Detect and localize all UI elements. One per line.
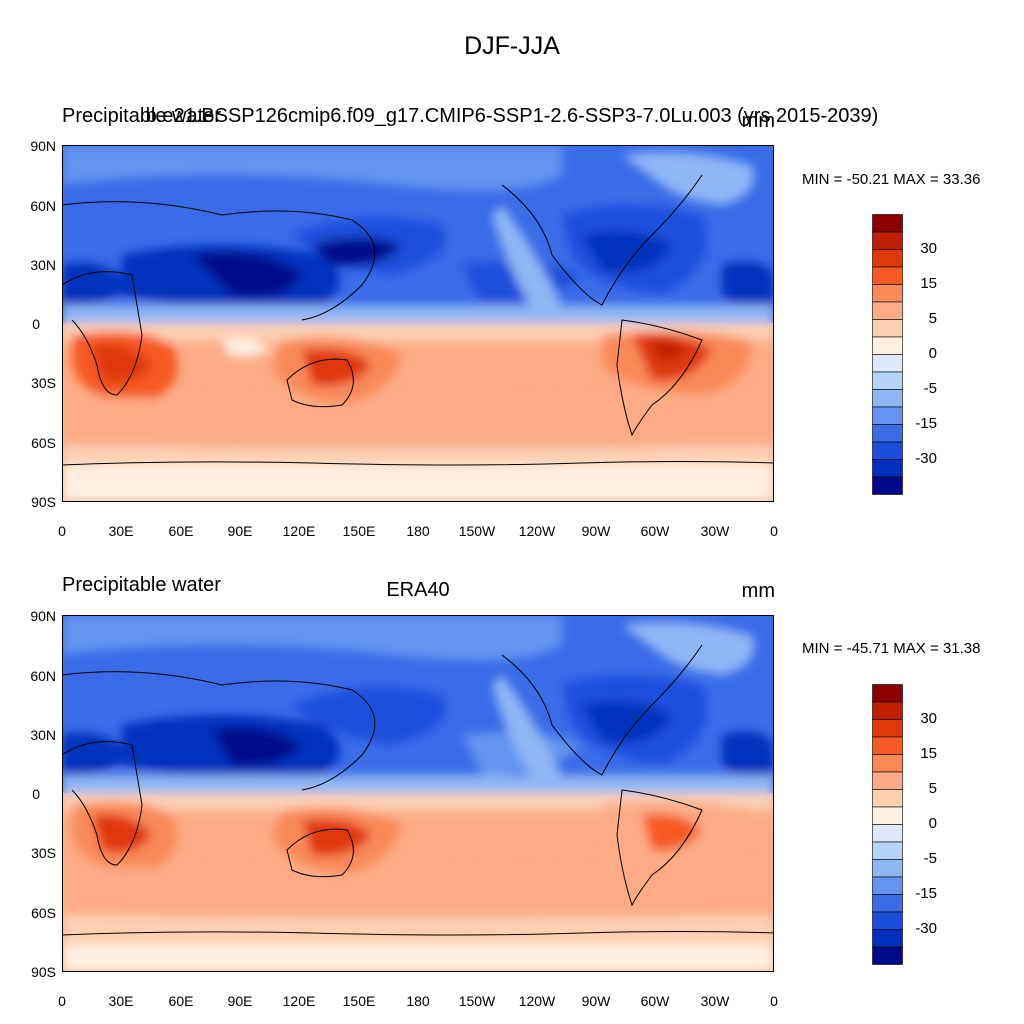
panel-1-colorbar-label: 5	[928, 310, 937, 327]
panel-2-lat-label: 60S	[31, 905, 56, 921]
panel-1-colorbar-label: 30	[920, 240, 937, 257]
panel-2-lon-label: 60W	[640, 993, 670, 1009]
panel-2-lat-label: 0	[32, 786, 40, 802]
panel-1-lat-label: 60S	[31, 435, 56, 451]
panel-1-lat-label: 30S	[31, 375, 56, 391]
panel-1-lon-label: 180	[406, 523, 430, 539]
coastline-eurasia	[62, 201, 376, 321]
coastline-africa	[62, 741, 143, 866]
panel-2-lon-label: 120E	[282, 993, 316, 1009]
coastline-antarctica	[62, 931, 774, 936]
panel-2-colorbar-label: 0	[928, 815, 937, 832]
panel-1-frame	[62, 145, 774, 502]
colorbar-swatch	[872, 476, 903, 495]
panel-2-lon-label: 90E	[227, 993, 253, 1009]
colorbar-swatch	[872, 946, 903, 965]
coastline-north-america	[501, 644, 703, 776]
coastline-australia	[286, 358, 354, 408]
coastline-north-america	[501, 174, 703, 306]
panel-2-case-label: ERA40	[386, 579, 450, 601]
panel-1-units-label: mm	[741, 110, 775, 132]
panel-1-lon-label: 150W	[458, 523, 496, 539]
panel-2-lat-label: 90S	[31, 964, 56, 980]
panel-2-lon-label: 30E	[108, 993, 134, 1009]
panel-2-units-label: mm	[741, 580, 775, 602]
panel-1-colorbar-label: -5	[923, 380, 937, 397]
panel-2-lon-label: 90W	[581, 993, 611, 1009]
panel-1-lon-label: 30E	[108, 523, 134, 539]
panel-2-lon-label: 120W	[518, 993, 556, 1009]
panel-2-lat-label: 30S	[31, 845, 56, 861]
panel-2-variable-label: Precipitable water	[62, 574, 221, 596]
panel-1-lon-label: 120E	[282, 523, 316, 539]
coastline-south-america	[616, 789, 703, 907]
panel-2-lat-label: 30N	[30, 727, 56, 743]
panel-1-colorbar	[872, 214, 903, 500]
panel-1-map	[62, 145, 774, 502]
panel-2-lon-label: 150W	[458, 993, 496, 1009]
panel-1-colorbar-label: -15	[915, 415, 937, 432]
panel-1-colorbar-label: 0	[928, 345, 937, 362]
panel-1-lat-label: 0	[32, 316, 40, 332]
panel-1-lon-label: 60E	[168, 523, 194, 539]
panel-2-lat-label: 90N	[30, 608, 56, 624]
coastline-australia	[286, 828, 354, 878]
panel-2-colorbar-label: 5	[928, 780, 937, 797]
panel-1-lat-label: 90N	[30, 138, 56, 154]
figure-title: DJF-JJA	[464, 32, 560, 60]
panel-2-lon-label: 180	[406, 993, 430, 1009]
panel-1-lat-label: 60N	[30, 198, 56, 214]
panel-1-lat-label: 30N	[30, 257, 56, 273]
colorbar-swatch	[872, 684, 903, 703]
panel-1-lon-label: 90W	[581, 523, 611, 539]
panel-1-min-max: MIN = -50.21 MAX = 33.36	[802, 171, 981, 188]
panel-1-lat-label: 90S	[31, 494, 56, 510]
panel-1-lon-label: 30W	[700, 523, 730, 539]
coastline-antarctica	[62, 461, 774, 466]
panel-1-lon-label: 0	[58, 523, 66, 539]
panel-2-min-max: MIN = -45.71 MAX = 31.38	[802, 640, 981, 657]
panel-2-lon-label: 0	[58, 993, 66, 1009]
panel-2-colorbar	[872, 684, 903, 970]
colorbar-swatch	[872, 214, 903, 233]
panel-2-map	[62, 615, 774, 972]
coastline-south-america	[616, 319, 703, 437]
panel-2-lon-label: 150E	[342, 993, 376, 1009]
panel-1-lon-label: 0	[770, 523, 778, 539]
coastline-africa	[62, 271, 143, 396]
coastline-eurasia	[62, 671, 376, 791]
panel-2-lon-label: 60E	[168, 993, 194, 1009]
panel-1-lon-label: 150E	[342, 523, 376, 539]
panel-1-colorbar-label: 15	[920, 275, 937, 292]
panel-1-lon-label: 90E	[227, 523, 253, 539]
panel-2-lon-label: 0	[770, 993, 778, 1009]
panel-1-variable-label: Precipitable water	[62, 105, 221, 127]
panel-1-lon-label: 60W	[640, 523, 670, 539]
panel-2-lon-label: 30W	[700, 993, 730, 1009]
panel-2-colorbar-label: -30	[915, 920, 937, 937]
panel-1-colorbar-label: -30	[915, 450, 937, 467]
panel-2-colorbar-label: -5	[923, 850, 937, 867]
panel-2-colorbar-label: 15	[920, 745, 937, 762]
panel-2-frame	[62, 615, 774, 972]
panel-2-lat-label: 60N	[30, 668, 56, 684]
panel-2-colorbar-label: 30	[920, 710, 937, 727]
panel-1-case-label: b.e21.BSSP126cmip6.f09_g17.CMIP6-SSP1-2.…	[145, 105, 879, 127]
panel-2-colorbar-label: -15	[915, 885, 937, 902]
panel-1-lon-label: 120W	[518, 523, 556, 539]
